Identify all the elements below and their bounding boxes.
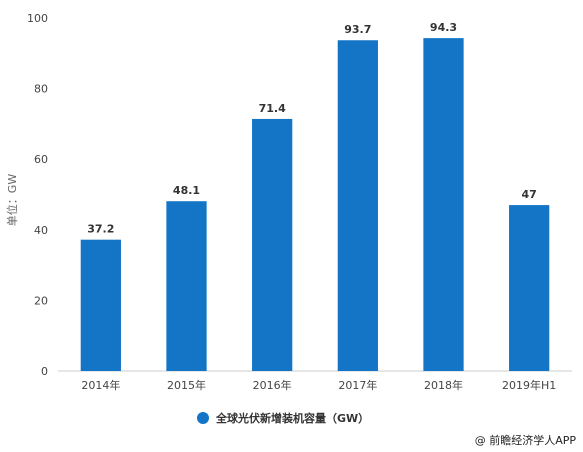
data-label: 37.2 xyxy=(87,223,114,236)
y-tick-label: 80 xyxy=(34,83,48,96)
bar xyxy=(337,40,378,371)
y-tick-label: 0 xyxy=(41,365,48,378)
source-credit: @ 前瞻经济学人APP xyxy=(475,433,577,447)
y-tick-label: 40 xyxy=(34,224,48,237)
data-label: 93.7 xyxy=(344,23,371,36)
x-tick-label: 2014年 xyxy=(81,378,120,392)
y-tick-label: 100 xyxy=(27,12,48,25)
bar xyxy=(423,38,464,371)
legend-label: 全球光伏新增装机容量（GW） xyxy=(215,411,369,425)
y-axis-ticks: 0 20 40 60 80 100 xyxy=(27,12,48,378)
x-tick-label: 2016年 xyxy=(253,378,292,392)
bar xyxy=(80,239,121,371)
data-label: 71.4 xyxy=(259,102,286,115)
data-label: 47 xyxy=(522,188,537,201)
y-tick-label: 20 xyxy=(34,294,48,307)
bars xyxy=(80,38,550,371)
y-axis-label: 单位：GW xyxy=(5,174,19,227)
legend: 全球光伏新增装机容量（GW） xyxy=(197,411,369,425)
data-labels: 37.2 48.1 71.4 93.7 94.3 47 xyxy=(87,21,537,236)
x-tick-label: 2019年H1 xyxy=(502,378,556,392)
x-tick-label: 2015年 xyxy=(167,378,206,392)
y-tick-label: 60 xyxy=(34,153,48,166)
data-label: 94.3 xyxy=(430,21,457,34)
x-tick-label: 2017年 xyxy=(338,378,377,392)
bar xyxy=(509,205,550,371)
bar xyxy=(252,118,293,371)
data-label: 48.1 xyxy=(173,184,200,197)
x-axis-ticks: 2014年 2015年 2016年 2017年 2018年 2019年H1 xyxy=(81,378,556,392)
x-tick-label: 2018年 xyxy=(424,378,463,392)
bar xyxy=(166,201,207,371)
legend-marker xyxy=(197,412,209,424)
